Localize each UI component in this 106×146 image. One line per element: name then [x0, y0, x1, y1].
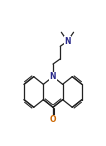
- Text: N: N: [50, 72, 56, 81]
- Text: O: O: [50, 115, 56, 124]
- Text: N: N: [64, 37, 71, 46]
